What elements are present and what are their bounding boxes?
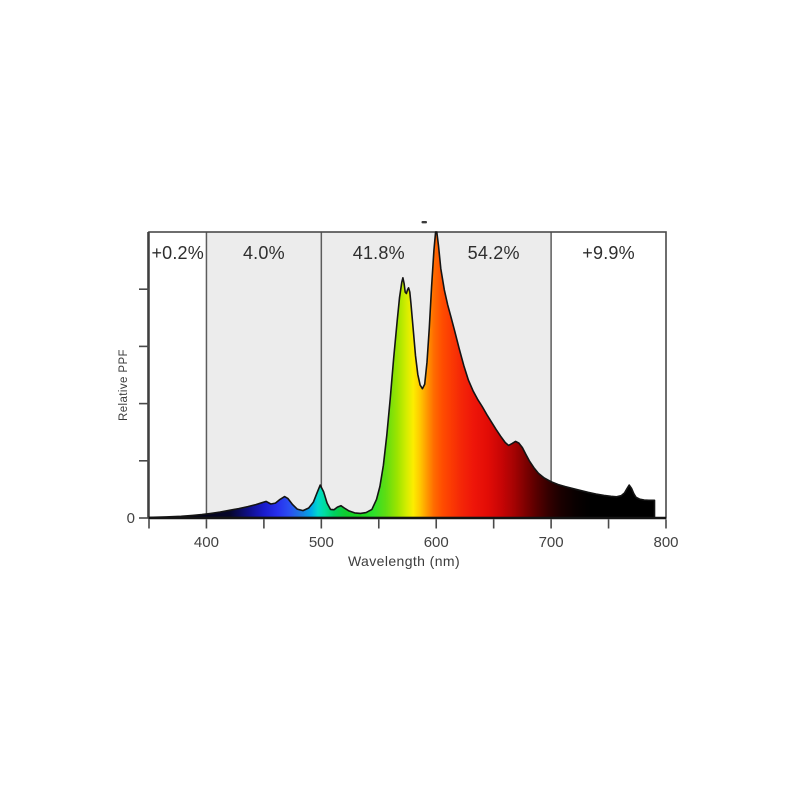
- y-zero-label: 0: [127, 510, 135, 527]
- x-tick-label: 600: [424, 534, 449, 551]
- band-percentage-label: 54.2%: [468, 243, 520, 263]
- x-tick-label: 700: [539, 534, 564, 551]
- y-axis-title: Relative PPF: [118, 349, 130, 421]
- band-dividers: [205, 232, 552, 518]
- x-axis-title: Wavelength (nm): [348, 553, 460, 569]
- x-tick-label: 500: [309, 534, 334, 551]
- y-ticks: [139, 288, 149, 519]
- x-tick-labels: 400 500 600 700 800: [194, 534, 679, 551]
- spectrum-area: [148, 231, 656, 519]
- band-labels: +0.2% 4.0% 41.8% 54.2% +9.9%: [151, 243, 634, 263]
- band-percentage-label: 41.8%: [353, 243, 405, 263]
- band-percentage-label: 4.0%: [243, 243, 285, 263]
- band-percentage-label: +9.9%: [582, 243, 635, 263]
- shaded-band: [206, 232, 322, 518]
- band-percentage-label: +0.2%: [151, 243, 204, 263]
- x-tick-label: 800: [653, 534, 678, 551]
- clipped-peak-dash: [421, 221, 427, 224]
- x-ticks: [148, 519, 667, 529]
- x-tick-label: 400: [194, 534, 219, 551]
